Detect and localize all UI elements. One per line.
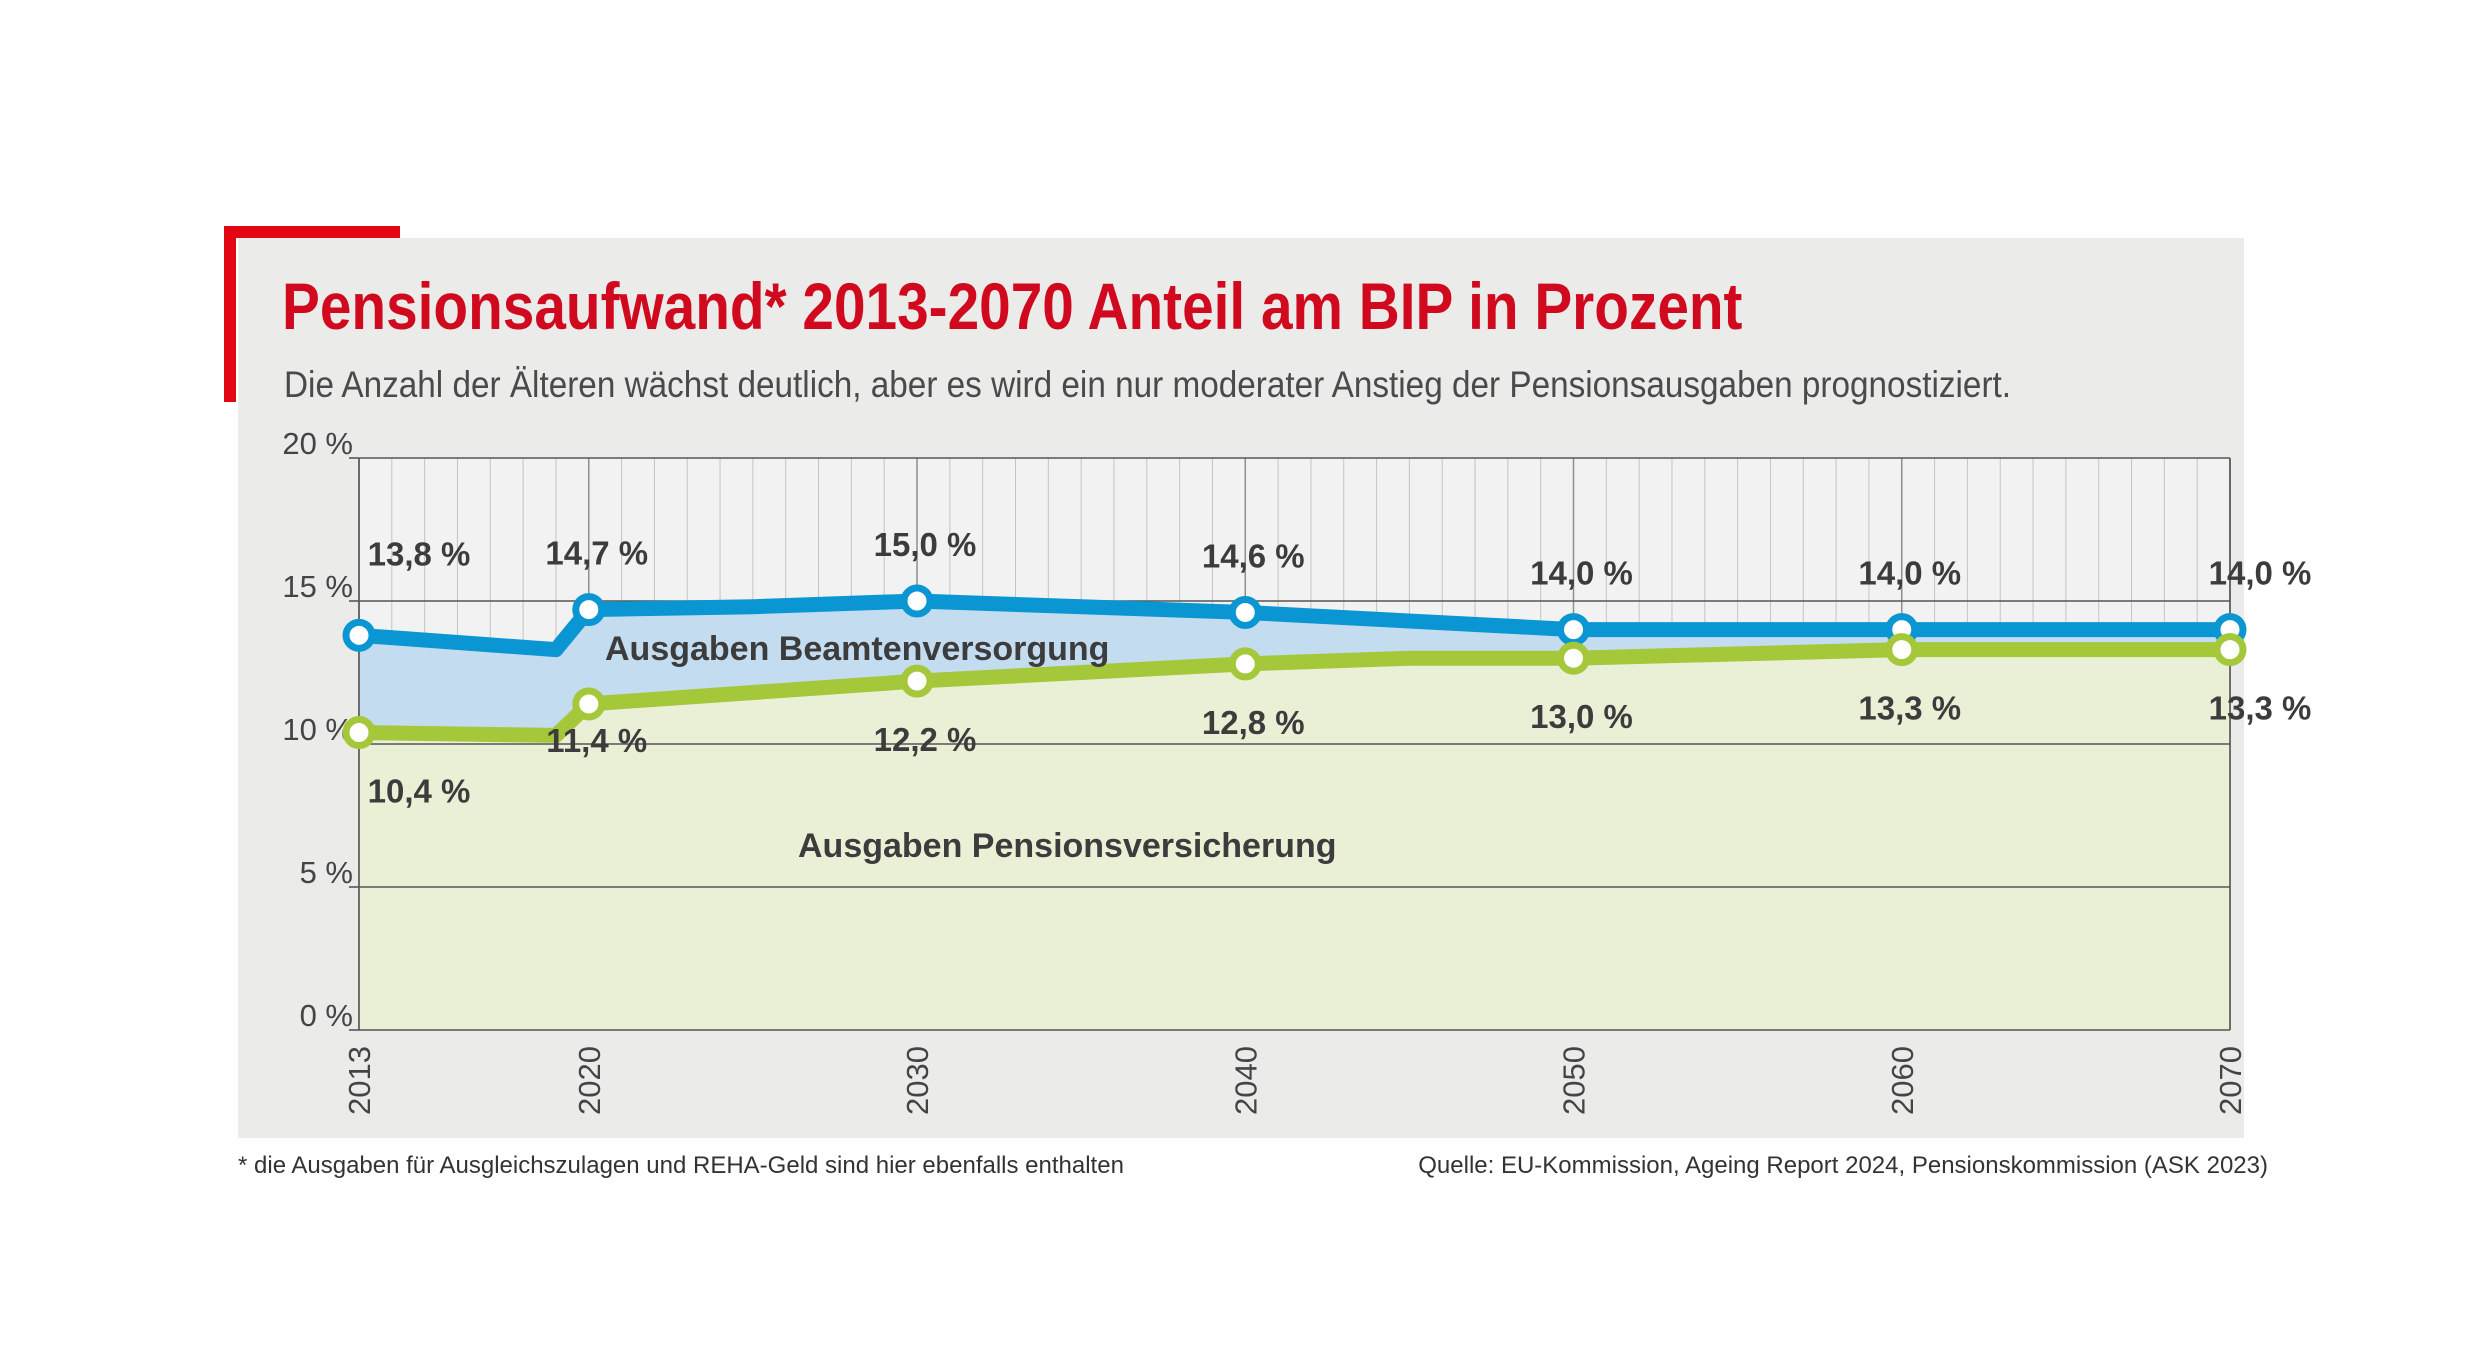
accent-bar-horizontal	[224, 226, 400, 238]
value-label-pension-2070: 13,3 %	[2209, 690, 2312, 727]
value-label-pension-2013: 10,4 %	[368, 773, 471, 810]
x-tick-label-2060: 2060	[1885, 1046, 1920, 1115]
source-note: Quelle: EU-Kommission, Ageing Report 202…	[1418, 1152, 2268, 1179]
marker-pension-2060	[1885, 633, 1919, 667]
y-tick-label: 20 %	[282, 426, 353, 461]
value-label-beamten-2050: 14,0 %	[1530, 555, 1633, 592]
y-tick-label: 5 %	[300, 855, 353, 890]
value-label-beamten-2020: 14,7 %	[545, 535, 648, 572]
x-tick-label-2040: 2040	[1228, 1046, 1263, 1115]
value-label-beamten-2040: 14,6 %	[1202, 537, 1305, 574]
marker-pension-2070	[2213, 633, 2247, 667]
value-label-beamten-2013: 13,8 %	[368, 535, 471, 572]
marker-pension-2013	[342, 716, 376, 750]
marker-pension-2020	[572, 687, 606, 721]
area-label-pensionsversicherung: Ausgaben Pensionsversicherung	[798, 827, 1337, 865]
x-tick-label-2020: 2020	[572, 1046, 607, 1115]
y-tick-label: 10 %	[282, 712, 353, 747]
y-tick-label: 0 %	[300, 998, 353, 1033]
marker-beamten-2013	[342, 618, 376, 652]
value-label-pension-2040: 12,8 %	[1202, 704, 1305, 741]
value-label-pension-2030: 12,2 %	[874, 721, 977, 758]
value-label-beamten-2070: 14,0 %	[2209, 555, 2312, 592]
marker-beamten-2030	[900, 584, 934, 618]
footnote: * die Ausgaben für Ausgleichszulagen und…	[238, 1152, 1124, 1179]
chart-title: Pensionsaufwand* 2013-2070 Anteil am BIP…	[282, 269, 1743, 343]
x-tick-label-2030: 2030	[900, 1046, 935, 1115]
y-tick-label: 15 %	[282, 569, 353, 604]
marker-beamten-2040	[1228, 595, 1262, 629]
series-lines	[342, 584, 2247, 750]
value-label-beamten-2030: 15,0 %	[874, 526, 977, 563]
marker-pension-2050	[1557, 641, 1591, 675]
marker-beamten-2020	[572, 593, 606, 627]
value-label-pension-2020: 11,4 %	[546, 722, 647, 759]
marker-pension-2040	[1228, 647, 1262, 681]
marker-beamten-2050	[1557, 613, 1591, 647]
x-tick-label-2013: 2013	[342, 1046, 377, 1115]
accent-bar-vertical	[224, 226, 236, 402]
labels: 13,8 % 14,7 % 15,0 % 14,6 % 14,0 % 14,0 % 14,0…	[368, 526, 2312, 865]
area-label-beamtenversorgung: Ausgaben Beamtenversorgung	[605, 630, 1109, 668]
x-tick-label-2070: 2070	[2213, 1046, 2248, 1115]
value-label-pension-2050: 13,0 %	[1530, 698, 1633, 735]
chart-subtitle: Die Anzahl der Älteren wächst deutlich, …	[284, 364, 2012, 405]
axes: 0 % 5 % 10 % 15 % 20 % 2013 2020 2030 2040 2050 20…	[282, 426, 2248, 1115]
value-label-pension-2060: 13,3 %	[1858, 690, 1961, 727]
value-label-beamten-2060: 14,0 %	[1858, 555, 1961, 592]
marker-pension-2030	[900, 664, 934, 698]
x-tick-label-2050: 2050	[1557, 1046, 1592, 1115]
